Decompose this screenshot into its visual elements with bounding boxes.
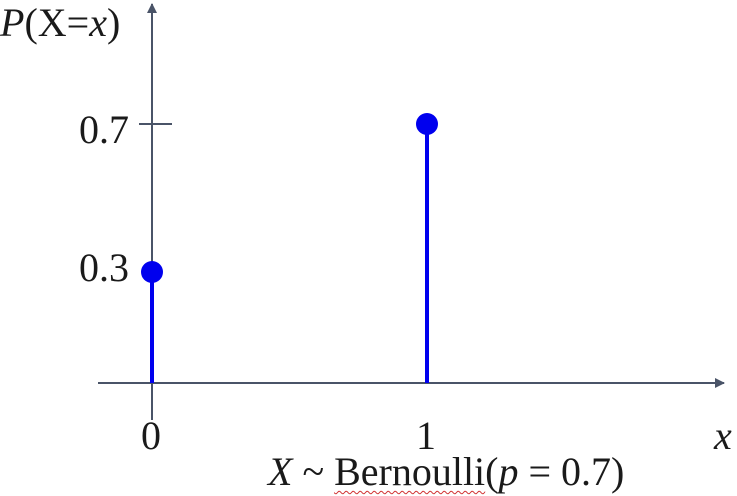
stem-point-x0: [141, 261, 163, 283]
y-tick-label-0.3: 0.3: [79, 245, 129, 290]
data-series: [141, 113, 438, 383]
x-tick-label-0: 0: [141, 413, 161, 458]
distribution-caption: X ~ Bernoulli(p = 0.7): [268, 449, 625, 494]
y-tick-label-0.7: 0.7: [79, 107, 129, 152]
x-axis-title: x: [714, 413, 732, 458]
x-tick-label-1: 1: [416, 413, 436, 458]
stem-point-x1: [416, 113, 438, 135]
y-axis-title: P(X=x): [0, 0, 121, 45]
